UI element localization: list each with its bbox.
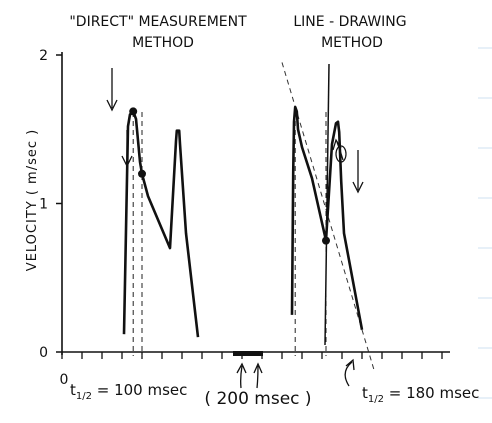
right-panel-vertical-line xyxy=(324,63,330,346)
arrows xyxy=(106,68,364,389)
left-title-line2: METHOD xyxy=(132,35,194,51)
y-axis-label: VELOCITY ( m/sec ) xyxy=(25,129,40,271)
data-point-marker xyxy=(322,236,330,245)
y-tick-label-1: 1 xyxy=(39,197,48,213)
background-grid-marks xyxy=(478,47,492,399)
time-scale-bar xyxy=(233,351,263,356)
right-title-line1: LINE - DRAWING xyxy=(293,14,406,30)
t-half-left: t1/2 = 100 msec xyxy=(70,381,187,402)
right-peak-loop xyxy=(335,145,347,163)
time-scale-label: ( 200 msec ) xyxy=(204,389,311,409)
t-half-right: t1/2 = 180 msec xyxy=(362,384,479,405)
y-tick-label-2: 2 xyxy=(39,48,48,64)
data-point-marker xyxy=(138,169,146,178)
series-direct-method-curve xyxy=(122,110,200,338)
left-title-line1: "DIRECT" MEASUREMENT xyxy=(69,14,247,30)
y-tick-label-0: 0 xyxy=(39,345,48,361)
data-point-marker xyxy=(129,107,138,116)
x-origin-label: 0 xyxy=(60,372,69,388)
series-line-drawing-curve xyxy=(290,105,364,330)
right-title-line2: METHOD xyxy=(321,35,383,51)
